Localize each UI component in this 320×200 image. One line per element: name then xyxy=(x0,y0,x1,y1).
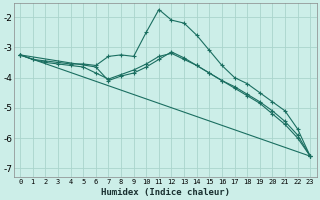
X-axis label: Humidex (Indice chaleur): Humidex (Indice chaleur) xyxy=(101,188,230,197)
